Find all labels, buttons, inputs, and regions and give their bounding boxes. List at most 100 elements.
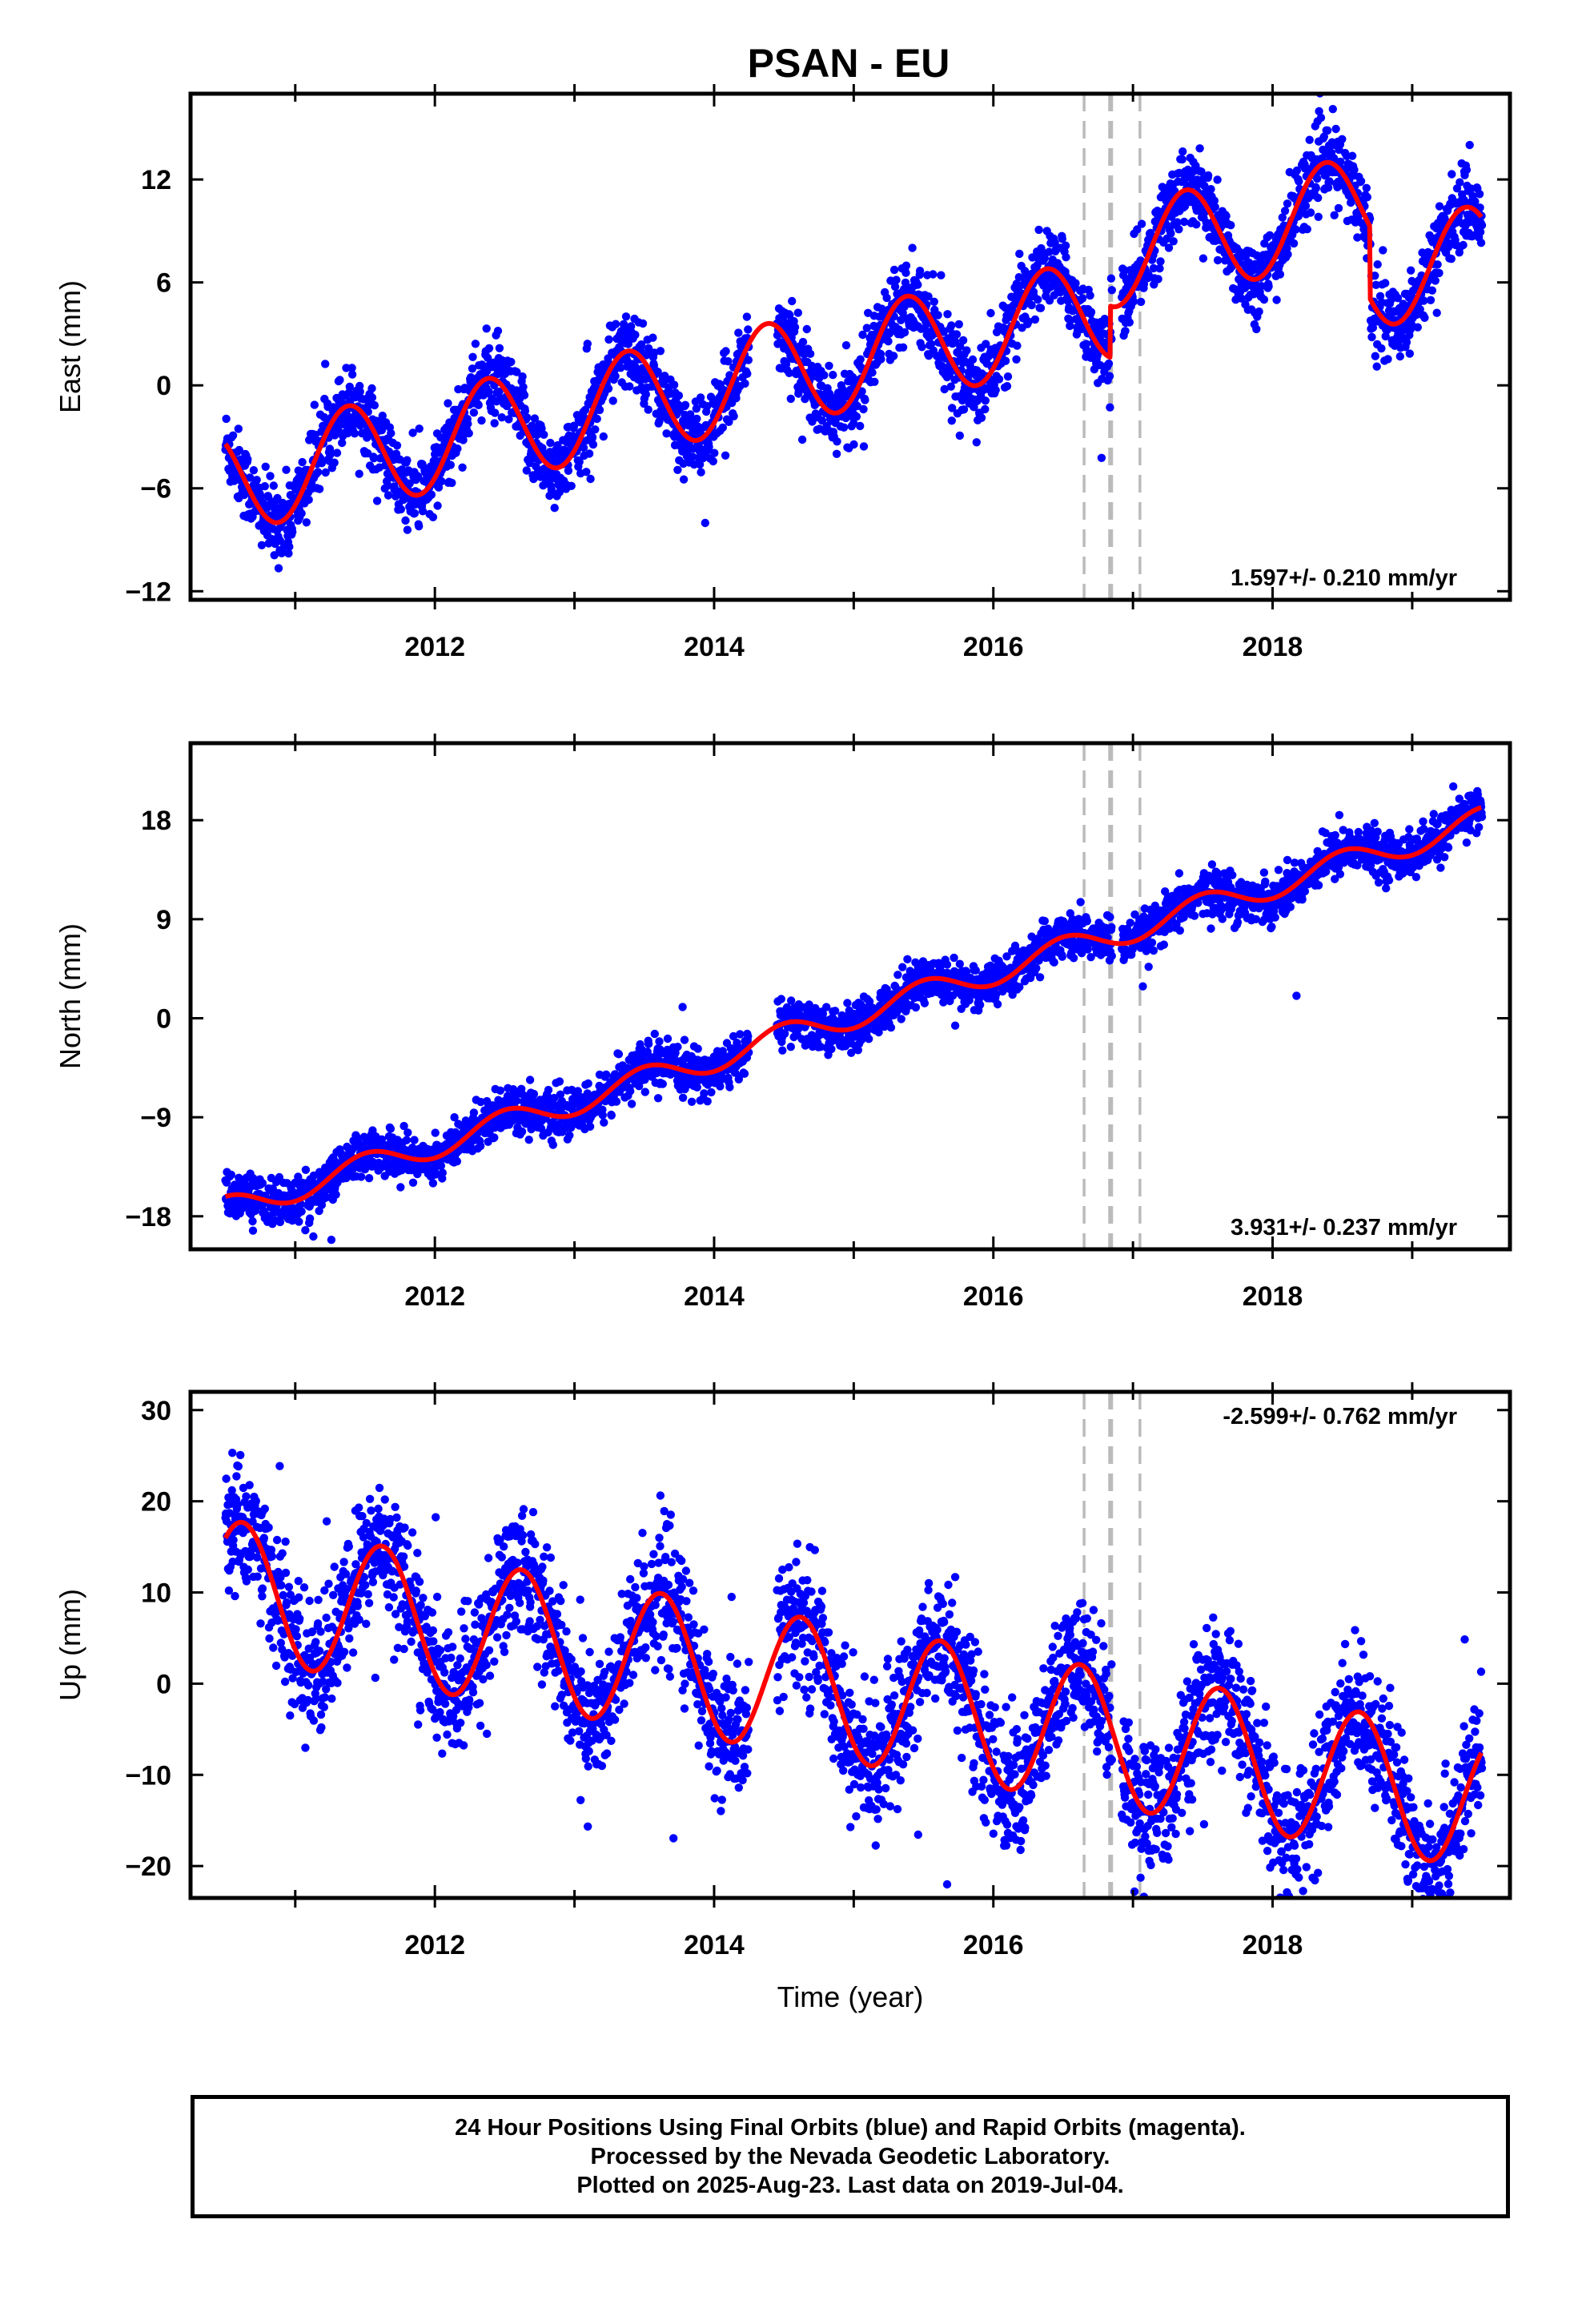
data-point	[260, 482, 269, 491]
data-point	[1259, 295, 1269, 304]
data-point	[939, 328, 948, 336]
data-point	[402, 1136, 412, 1144]
y-tick-label: 12	[141, 165, 171, 195]
data-point	[330, 458, 339, 467]
data-point	[464, 428, 473, 438]
data-point	[444, 399, 452, 408]
data-point	[327, 1236, 336, 1244]
data-point	[1431, 276, 1440, 285]
data-point	[504, 415, 513, 424]
data-point	[355, 469, 363, 478]
data-point	[1459, 240, 1468, 250]
data-point	[367, 384, 376, 393]
data-point	[707, 1088, 716, 1097]
data-point	[1129, 297, 1138, 306]
data-point	[947, 416, 957, 425]
data-point	[584, 1079, 592, 1088]
data-point	[693, 1044, 702, 1053]
data-point	[555, 1077, 564, 1086]
data-point	[1013, 341, 1022, 350]
data-point	[832, 449, 841, 458]
data-point	[893, 971, 902, 979]
data-point	[529, 1089, 539, 1099]
data-point	[1169, 237, 1178, 246]
data-point	[591, 425, 600, 434]
data-point	[1301, 201, 1311, 211]
data-point	[856, 355, 865, 364]
data-point	[383, 491, 393, 500]
data-point	[1106, 274, 1116, 283]
data-point	[861, 396, 869, 404]
data-point	[520, 406, 530, 416]
data-point	[332, 448, 342, 457]
data-point	[741, 379, 749, 388]
data-point	[626, 1087, 635, 1096]
data-point	[588, 432, 597, 442]
data-point	[1313, 174, 1322, 183]
data-point	[410, 509, 420, 518]
data-point	[532, 430, 541, 440]
data-point	[525, 1076, 535, 1084]
data-point	[1447, 170, 1456, 179]
data-point	[955, 431, 965, 440]
data-point	[403, 525, 412, 534]
data-point	[1002, 382, 1012, 391]
data-point	[269, 481, 278, 490]
data-point	[853, 401, 862, 411]
data-point	[1306, 208, 1315, 217]
data-point	[1078, 294, 1087, 303]
data-point	[1283, 250, 1292, 259]
data-point	[786, 1043, 795, 1051]
data-point	[584, 449, 594, 458]
data-point	[495, 344, 504, 352]
data-point	[468, 364, 477, 373]
data-point	[817, 416, 827, 425]
data-point	[1435, 268, 1443, 278]
data-point	[1155, 264, 1164, 273]
data-point	[827, 1044, 836, 1054]
data-point	[1328, 105, 1338, 114]
data-point	[595, 405, 604, 415]
data-point	[298, 457, 307, 467]
data-point	[438, 1168, 447, 1177]
data-point	[370, 400, 379, 410]
data-point	[662, 429, 671, 438]
data-point	[585, 1122, 595, 1132]
data-point	[640, 1088, 649, 1096]
data-point	[680, 1035, 689, 1044]
data-point	[788, 296, 797, 306]
data-point	[266, 472, 275, 480]
data-point	[452, 1157, 462, 1166]
data-point	[959, 405, 969, 414]
data-point	[496, 1086, 505, 1096]
data-point	[284, 549, 293, 558]
data-point	[1033, 260, 1042, 270]
data-point	[495, 387, 504, 396]
data-point	[1402, 338, 1411, 347]
data-point	[497, 413, 506, 422]
data-point	[830, 1007, 840, 1015]
data-point	[892, 275, 901, 284]
data-point	[248, 1216, 257, 1226]
data-point	[1432, 308, 1441, 317]
data-point	[890, 282, 900, 292]
data-point	[641, 390, 650, 399]
data-point	[1362, 183, 1371, 192]
data-point	[222, 414, 231, 424]
data-point	[1071, 279, 1080, 287]
data-point	[805, 349, 815, 358]
data-point	[994, 375, 1004, 384]
data-point	[313, 468, 323, 476]
data-point	[1178, 155, 1186, 164]
data-point	[1001, 356, 1010, 365]
data-point	[288, 528, 297, 537]
data-point	[954, 320, 964, 329]
data-point	[1034, 295, 1042, 304]
y-tick-label: −12	[125, 577, 171, 607]
data-point	[692, 404, 701, 413]
data-point	[256, 492, 266, 501]
data-point	[1107, 286, 1117, 295]
data-point	[986, 308, 995, 318]
